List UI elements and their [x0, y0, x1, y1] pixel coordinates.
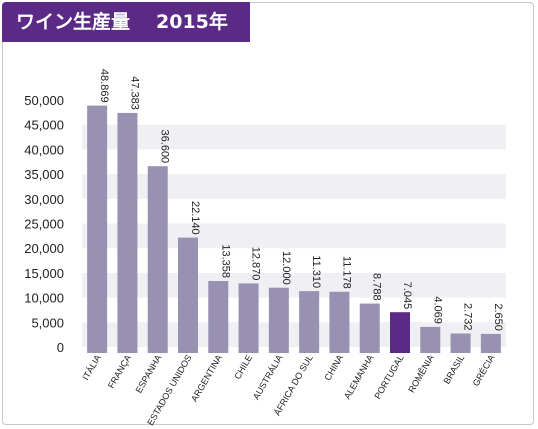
value-label: 8.788: [371, 273, 383, 301]
bar: [450, 333, 471, 353]
bar: [87, 105, 108, 353]
value-label: 12.870: [250, 247, 262, 281]
grid-band: [82, 223, 506, 249]
y-tick-label: 0: [57, 340, 64, 355]
grid-band: [82, 322, 506, 347]
bar: [147, 166, 168, 353]
bar: [238, 283, 259, 353]
category-label: ROMÊNIA: [406, 353, 436, 394]
bar: [268, 287, 289, 353]
value-label: 4.069: [431, 296, 443, 324]
value-label: 2.732: [462, 303, 474, 331]
value-label: 7.045: [401, 282, 413, 310]
bars: [87, 105, 501, 353]
y-tick-label: 20,000: [24, 241, 64, 256]
value-label: 48.869: [98, 69, 110, 103]
value-labels: 48.869 47.383 36.600 22.140 13.358 12.870 12.0…: [98, 69, 504, 331]
category-label: BRASIL: [442, 353, 467, 386]
bar: [208, 281, 229, 353]
bar: [329, 291, 350, 353]
value-label: 22.140: [189, 201, 201, 235]
bar: [390, 312, 410, 353]
category-label: GRÉCIA: [471, 353, 497, 388]
value-label: 11.178: [340, 256, 352, 289]
y-tick-label: 30,000: [24, 192, 64, 207]
bar: [178, 237, 198, 353]
category-label: CHILE: [232, 353, 254, 381]
y-tick-label: 5,000: [31, 315, 64, 330]
y-tick-label: 15,000: [24, 266, 64, 281]
bar: [420, 326, 441, 353]
y-tick-label: 40,000: [24, 142, 64, 157]
category-label: ALEMANHA: [342, 353, 375, 401]
y-tick-label: 50,000: [24, 93, 64, 108]
category-label: ESPANHA: [134, 353, 164, 395]
grid-band: [82, 272, 506, 298]
y-tick-label: 35,000: [24, 167, 64, 182]
category-label: CHINA: [322, 353, 345, 382]
category-label: ITÁLIA: [80, 353, 102, 382]
grid-band: [82, 174, 506, 199]
bar: [359, 303, 380, 353]
category-label: AUSTRÁLIA: [251, 353, 285, 401]
title-text: ワイン生産量: [16, 11, 131, 33]
y-tick-label: 45,000: [24, 118, 64, 133]
category-label: FRANÇA: [106, 353, 133, 390]
y-tick-label: 10,000: [24, 291, 64, 306]
title-year: 2015年: [156, 11, 228, 33]
bar: [480, 333, 501, 353]
category-label: PORTUGAL: [372, 353, 405, 401]
chart-title: ワイン生産量 2015年: [2, 2, 250, 42]
value-label: 11.310: [310, 255, 322, 288]
value-label: 47.383: [128, 76, 140, 110]
category-label: ARGENTINA: [189, 353, 224, 403]
value-label: 2.650: [492, 303, 504, 331]
y-tick-label: 25,000: [24, 217, 64, 232]
value-label: 12.000: [280, 251, 292, 285]
grid-band: [82, 124, 506, 150]
bar: [117, 112, 138, 353]
value-label: 13.358: [219, 244, 231, 278]
value-label: 36.600: [159, 130, 171, 164]
y-axis-ticks: 0 5,000 10,000 15,000 20,000 25,000 30,000 35,0…: [24, 93, 64, 355]
bar: [299, 291, 320, 353]
